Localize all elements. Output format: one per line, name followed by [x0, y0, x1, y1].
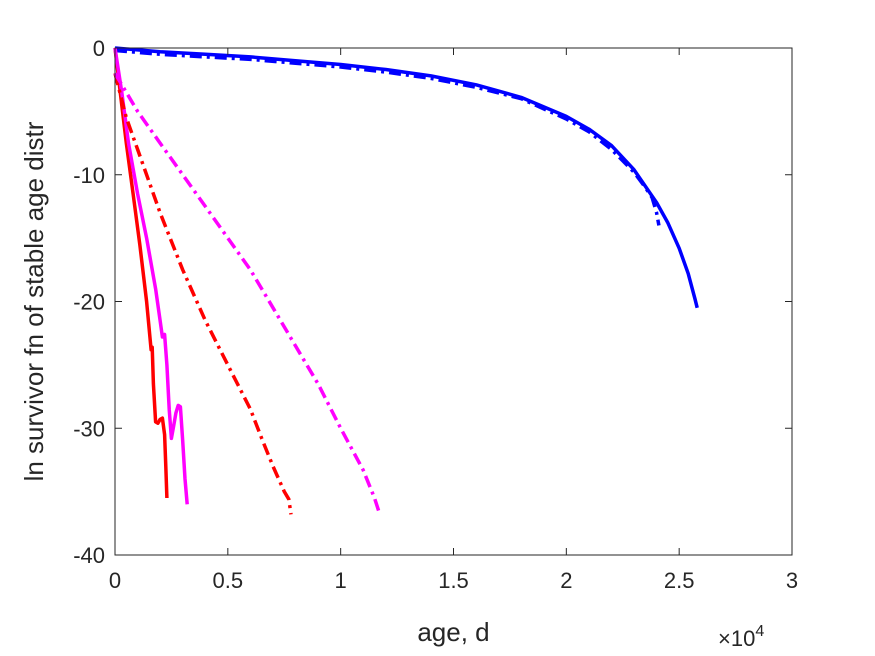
series-line-6 [113, 72, 381, 513]
y-tick-label: -20 [73, 290, 105, 315]
y-axis-label: ln survivor fn of stable age distr [19, 121, 49, 481]
series-layer [113, 46, 699, 515]
y-tick-label: -30 [73, 416, 105, 441]
x-exponent-power: 4 [755, 623, 764, 640]
series-line-4 [113, 47, 189, 505]
x-tick-label: 0 [109, 568, 121, 593]
series-line-5 [113, 72, 293, 515]
x-ticks: 0 0.5 1 1.5 2 2.5 3 [109, 48, 798, 593]
y-tick-label: -40 [73, 543, 105, 568]
x-exponent-base: ×10 [718, 626, 755, 651]
series-line-2 [114, 48, 661, 226]
x-tick-label: 2 [560, 568, 572, 593]
x-exponent-label: ×104 [718, 623, 764, 651]
x-tick-label: 1 [335, 568, 347, 593]
series-line-3 [113, 47, 169, 499]
y-ticks: 0 -10 -20 -30 -40 [73, 36, 792, 568]
x-tick-label: 1.5 [438, 568, 469, 593]
y-tick-label: 0 [93, 36, 105, 61]
plot-area [115, 48, 792, 555]
x-tick-label: 2.5 [664, 568, 695, 593]
x-axis-label: age, d [417, 617, 489, 647]
x-tick-label: 0.5 [213, 568, 244, 593]
y-tick-label: -10 [73, 163, 105, 188]
x-tick-label: 3 [786, 568, 798, 593]
series-line-1 [114, 46, 699, 309]
